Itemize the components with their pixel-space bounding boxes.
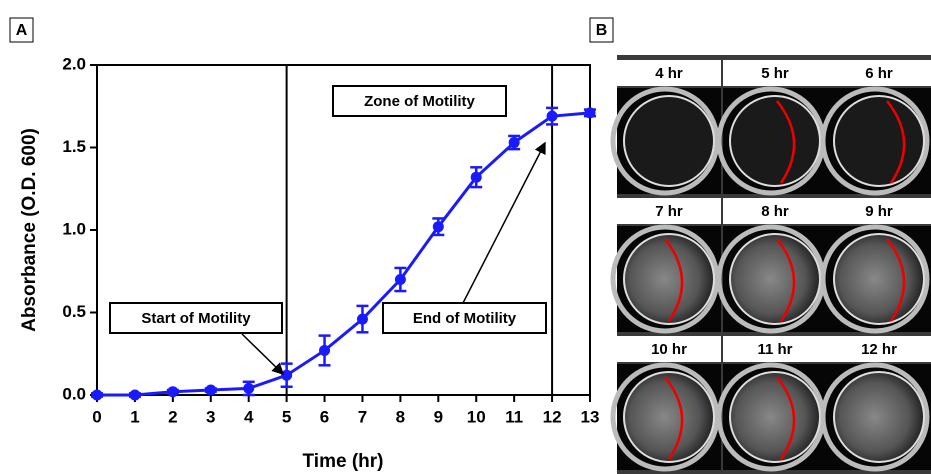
- x-tick-label: 6: [320, 407, 329, 426]
- image-label: 5 hr: [761, 65, 789, 82]
- x-tick-label: 8: [396, 407, 405, 426]
- image-label: 7 hr: [655, 203, 683, 220]
- annotation: End of Motility: [413, 310, 517, 327]
- y-tick-label: 2.0: [62, 54, 86, 73]
- x-tick-label: 9: [434, 407, 443, 426]
- data-point: [129, 390, 140, 401]
- image-label: 12 hr: [861, 341, 897, 358]
- annotation: Zone of Motility: [364, 93, 475, 110]
- x-tick-label: 3: [206, 407, 215, 426]
- x-tick-label: 4: [244, 407, 254, 426]
- dish: [624, 96, 714, 186]
- panel-label: B: [596, 22, 608, 39]
- panel-label: A: [16, 22, 28, 39]
- data-point: [167, 386, 178, 397]
- data-point: [585, 107, 596, 118]
- data-point: [433, 221, 444, 232]
- data-point: [319, 345, 330, 356]
- data-point: [281, 370, 292, 381]
- data-point: [471, 172, 482, 183]
- image-label: 4 hr: [655, 65, 683, 82]
- image-label: 10 hr: [651, 341, 687, 358]
- data-point: [92, 390, 103, 401]
- dish: [624, 234, 714, 324]
- dish: [730, 234, 820, 324]
- image-label: 6 hr: [865, 65, 893, 82]
- x-tick-label: 2: [168, 407, 177, 426]
- annotation: Start of Motility: [141, 310, 251, 327]
- image-label: 11 hr: [757, 341, 792, 358]
- dish: [624, 372, 714, 462]
- y-tick-label: 0.0: [62, 384, 86, 403]
- data-point: [357, 314, 368, 325]
- data-point: [547, 111, 558, 122]
- image-label: 8 hr: [761, 203, 789, 220]
- data-point: [395, 274, 406, 285]
- dish: [730, 372, 820, 462]
- y-axis-label: Absorbance (O.D. 600): [19, 128, 40, 332]
- data-point: [243, 383, 254, 394]
- dish: [834, 234, 924, 324]
- x-tick-label: 5: [282, 407, 291, 426]
- x-tick-label: 7: [358, 407, 367, 426]
- x-tick-label: 13: [581, 407, 600, 426]
- y-tick-label: 0.5: [62, 302, 86, 321]
- x-tick-label: 0: [92, 407, 101, 426]
- x-tick-label: 1: [130, 407, 139, 426]
- x-axis-label: Time (hr): [303, 451, 384, 472]
- dish: [730, 96, 820, 186]
- data-point: [205, 385, 216, 396]
- y-tick-label: 1.5: [62, 137, 86, 156]
- dish: [834, 96, 924, 186]
- x-tick-label: 12: [543, 407, 562, 426]
- x-tick-label: 10: [467, 407, 486, 426]
- x-tick-label: 11: [505, 407, 523, 426]
- data-line: [97, 113, 590, 395]
- dish: [834, 372, 924, 462]
- image-label: 9 hr: [865, 203, 893, 220]
- data-point: [509, 137, 520, 148]
- y-tick-label: 1.0: [62, 219, 86, 238]
- annotation-arrow: [242, 334, 283, 374]
- figure: A B Absorbance (O.D. 600) Time (hr) 0.0 0…: [0, 0, 931, 474]
